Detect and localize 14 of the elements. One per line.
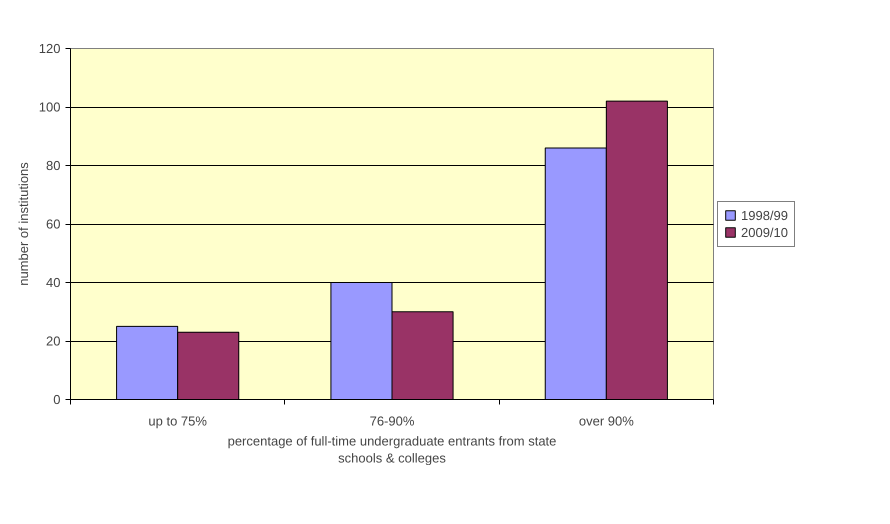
y-tick-label: 100 bbox=[38, 100, 61, 114]
y-axis-title: number of institutions bbox=[16, 162, 31, 286]
x-axis-title: percentage of full-time undergraduate entrants from state schools & colleges bbox=[228, 434, 556, 466]
x-tick-label: 76-90% bbox=[370, 414, 415, 428]
x-tick-label: over 90% bbox=[578, 414, 634, 428]
legend-label: 2009/10 bbox=[741, 224, 788, 240]
legend-label: 1998/99 bbox=[741, 208, 788, 222]
y-tick-label: 0 bbox=[53, 392, 61, 407]
y-tick-label: 60 bbox=[46, 216, 61, 232]
y-tick-label: 40 bbox=[46, 275, 61, 290]
x-tick-label: up to 75% bbox=[148, 414, 208, 428]
y-tick-label: 120 bbox=[38, 41, 61, 56]
y-tick-label: 80 bbox=[46, 158, 61, 173]
y-tick-label: 20 bbox=[46, 334, 61, 348]
